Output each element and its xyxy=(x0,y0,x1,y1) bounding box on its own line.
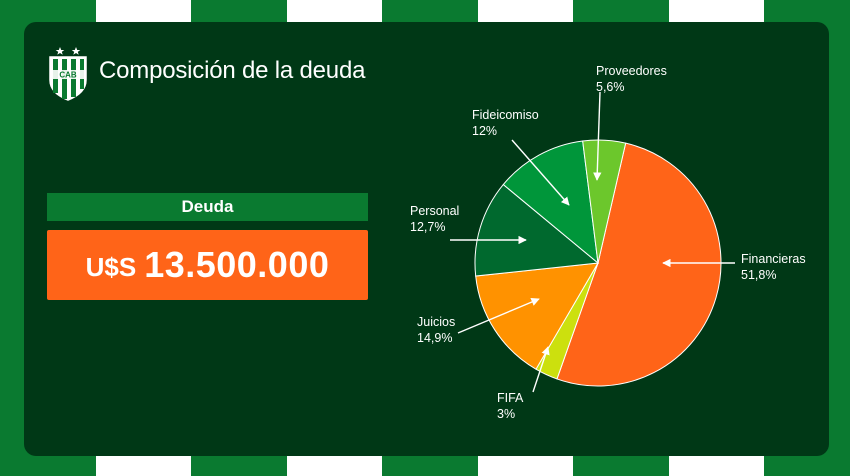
slice-name: FIFA xyxy=(497,391,524,405)
slice-label-fifa: FIFA 3% xyxy=(497,391,524,421)
leader-line xyxy=(457,298,540,334)
slice-name: Fideicomiso xyxy=(472,108,539,122)
debt-label: Deuda xyxy=(47,193,368,221)
page-title: Composición de la deuda xyxy=(99,57,366,84)
debt-amount: 13.500.000 xyxy=(144,244,330,285)
debt-amount-box: U$S 13.500.000 xyxy=(47,230,368,300)
leader-line xyxy=(511,139,570,206)
slice-label-fideicomiso: Fideicomiso 12% xyxy=(472,108,539,138)
slice-percent: 5,6% xyxy=(596,80,625,94)
club-crest-icon: CAB xyxy=(49,47,87,101)
debt-currency: U$S xyxy=(85,251,137,282)
pie-slice-proveedores xyxy=(582,139,627,264)
pie-slice-personal xyxy=(474,183,600,277)
crest-letters: CAB xyxy=(59,71,77,80)
slice-label-proveedores: Proveedores 5,6% xyxy=(596,64,667,94)
pie-slice-juicios xyxy=(475,262,599,370)
slice-name: Financieras xyxy=(741,252,806,266)
slice-label-personal: Personal 12,7% xyxy=(410,204,459,234)
slice-percent: 12% xyxy=(472,124,497,138)
pie-slices xyxy=(474,139,722,387)
slice-percent: 14,9% xyxy=(417,331,452,345)
pie-labels: Financieras 51,8% FIFA 3% Juicios 14,9% Person… xyxy=(410,64,806,421)
slice-label-financieras: Financieras 51,8% xyxy=(741,252,806,282)
pie-leader-lines xyxy=(450,91,735,393)
header: CAB Composición de la deuda xyxy=(46,40,365,102)
pie-slice-financieras xyxy=(556,142,722,387)
slice-percent: 51,8% xyxy=(741,268,776,282)
leader-line xyxy=(593,91,602,181)
pie-slice-fideicomiso xyxy=(502,140,599,265)
leader-line xyxy=(532,346,550,393)
slice-name: Personal xyxy=(410,204,459,218)
slice-percent: 3% xyxy=(497,407,515,421)
slice-label-juicios: Juicios 14,9% xyxy=(417,315,455,345)
slice-name: Proveedores xyxy=(596,64,667,78)
slice-percent: 12,7% xyxy=(410,220,445,234)
slice-name: Juicios xyxy=(417,315,455,329)
